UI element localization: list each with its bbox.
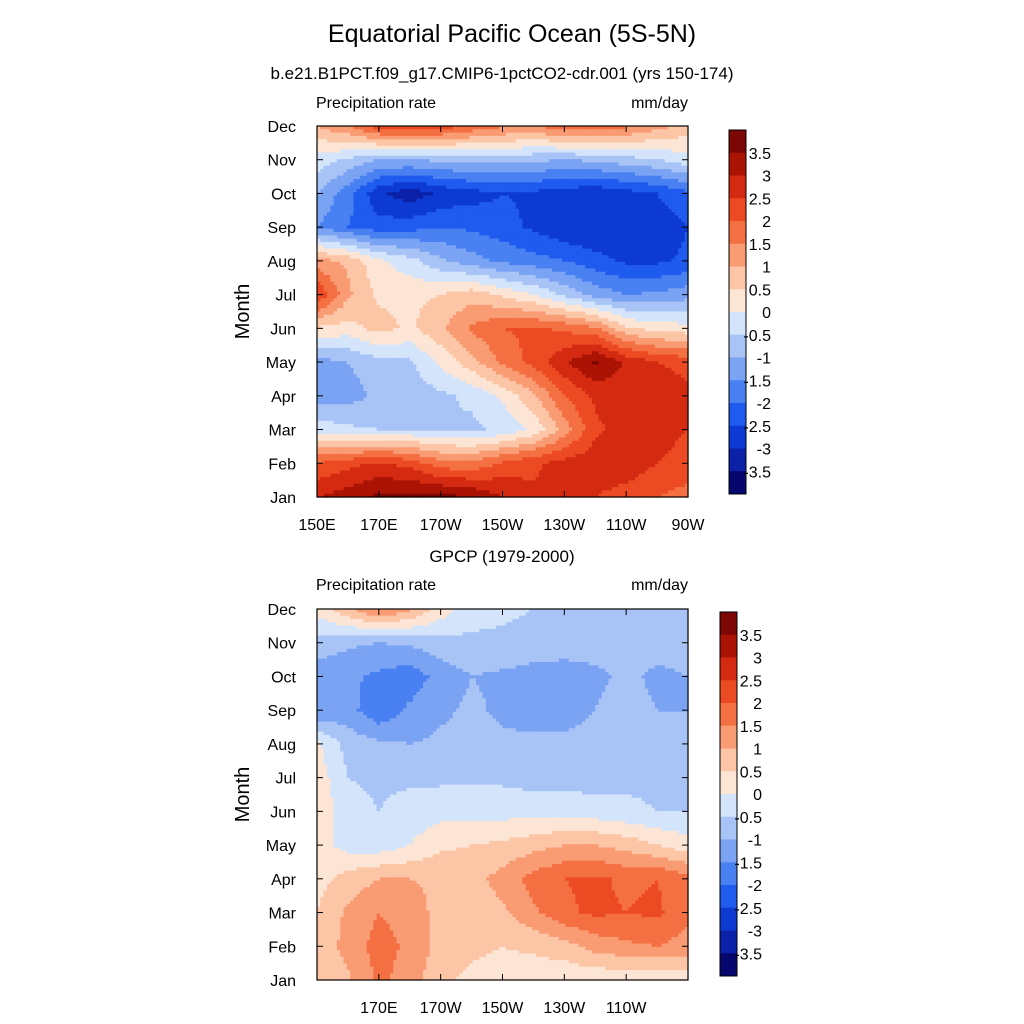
chart-canvas: JanFebMarAprMayJunJulAugSepOctNovDec150E…: [0, 0, 1024, 1024]
heatmap-field-1: [317, 126, 689, 498]
